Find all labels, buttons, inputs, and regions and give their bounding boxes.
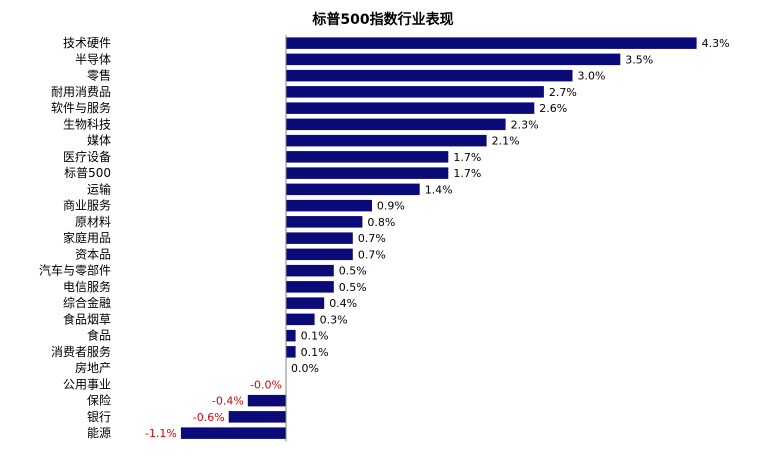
bar	[286, 216, 363, 228]
bar	[228, 411, 286, 423]
category-labels-group: 技术硬件半导体零售耐用消费品软件与服务生物科技媒体医疗设备标普500运输商业服务…	[39, 36, 111, 440]
bars-group	[180, 37, 697, 439]
category-label: 综合金融	[63, 295, 111, 310]
category-label: 银行	[87, 410, 111, 424]
value-label: 0.3%	[320, 313, 348, 326]
value-label: 0.7%	[358, 248, 386, 261]
category-label: 医疗设备	[63, 150, 111, 164]
category-label: 消费者服务	[51, 344, 111, 359]
value-label: 0.0%	[291, 362, 319, 375]
bar	[286, 86, 544, 98]
value-label: 0.5%	[339, 281, 367, 294]
value-label: 0.8%	[367, 216, 395, 229]
value-label: 3.5%	[625, 53, 653, 66]
category-label: 生物科技	[63, 117, 111, 131]
value-label: 1.7%	[453, 151, 481, 164]
category-label: 公用事业	[63, 377, 111, 391]
bar	[286, 134, 487, 147]
category-label: 保险	[87, 393, 111, 408]
chart-title: 标普500指数行业表现	[311, 11, 453, 28]
value-label: 0.5%	[339, 265, 367, 278]
category-label: 软件与服务	[51, 100, 111, 115]
bar	[286, 232, 353, 244]
value-label: 2.7%	[549, 86, 577, 99]
bar	[286, 346, 296, 358]
value-label: -1.1%	[145, 427, 177, 440]
bar	[286, 69, 573, 82]
value-labels-group: 4.3%3.5%3.0%2.7%2.6%2.3%2.1%1.7%1.7%1.4%…	[145, 37, 730, 440]
bar	[286, 248, 353, 261]
category-label: 家庭用品	[63, 230, 111, 245]
category-label: 食品	[87, 328, 111, 343]
value-label: 2.6%	[539, 102, 567, 115]
category-label: 商业服务	[63, 198, 111, 213]
bar	[286, 102, 535, 114]
category-label: 耐用消费品	[51, 85, 111, 99]
bar	[286, 297, 325, 309]
category-label: 食品烟草	[63, 311, 111, 326]
value-label: 0.1%	[301, 346, 329, 359]
bar	[286, 167, 449, 179]
category-label: 电信服务	[63, 279, 111, 294]
value-label: 2.1%	[492, 135, 520, 148]
bar	[286, 183, 420, 196]
category-label: 零售	[87, 68, 111, 83]
value-label: 0.9%	[377, 200, 405, 213]
value-label: 4.3%	[702, 37, 730, 50]
value-label: 3.0%	[578, 70, 606, 83]
value-label: 2.3%	[511, 118, 539, 131]
category-label: 标普500	[64, 166, 111, 180]
category-label: 运输	[87, 181, 111, 196]
value-label: 0.4%	[329, 297, 357, 310]
value-label: -0.4%	[212, 395, 244, 408]
value-label: 0.7%	[358, 232, 386, 245]
category-label: 技术硬件	[63, 36, 111, 50]
value-label: -0.0%	[250, 378, 282, 391]
bar	[286, 264, 334, 277]
category-label: 汽车与零部件	[39, 263, 111, 278]
bar	[286, 313, 315, 326]
bar	[286, 329, 296, 342]
bar	[180, 427, 286, 439]
value-label: 1.7%	[453, 167, 481, 180]
bar	[286, 118, 506, 131]
value-label: 0.1%	[301, 330, 329, 343]
bar	[286, 37, 697, 49]
bar	[286, 199, 372, 212]
category-label: 资本品	[75, 247, 111, 261]
category-label: 原材料	[75, 215, 111, 229]
bar	[286, 281, 334, 293]
category-label: 半导体	[75, 52, 111, 66]
value-label: -0.6%	[193, 411, 225, 424]
category-label: 能源	[87, 426, 111, 440]
bar	[286, 53, 621, 66]
bar	[286, 151, 449, 163]
bar	[247, 394, 286, 407]
category-label: 媒体	[87, 134, 111, 148]
category-label: 房地产	[75, 360, 111, 375]
value-label: 1.4%	[425, 183, 453, 196]
